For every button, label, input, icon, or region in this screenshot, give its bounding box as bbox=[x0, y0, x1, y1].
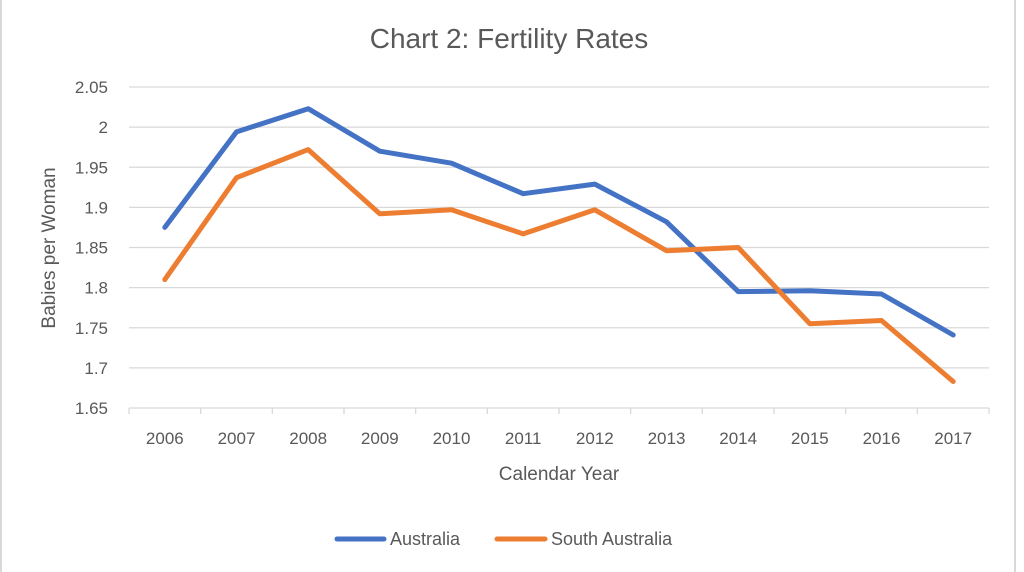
x-tick-label: 2012 bbox=[576, 429, 614, 448]
y-tick-label: 1.8 bbox=[84, 279, 108, 298]
series-lines bbox=[162, 106, 956, 384]
y-tick-label: 2.05 bbox=[75, 78, 108, 97]
y-tick-label: 2 bbox=[99, 118, 108, 137]
y-tick-label: 1.7 bbox=[84, 359, 108, 378]
x-tick-label: 2015 bbox=[791, 429, 829, 448]
y-axis-title: Babies per Woman bbox=[39, 167, 60, 328]
y-tick-label: 1.85 bbox=[75, 239, 108, 258]
x-tick-label: 2007 bbox=[218, 429, 256, 448]
x-axis-title: Calendar Year bbox=[499, 464, 620, 485]
y-tick-label: 1.75 bbox=[75, 319, 108, 338]
chart-title: Chart 2: Fertility Rates bbox=[370, 23, 649, 54]
x-tick-label: 2014 bbox=[719, 429, 757, 448]
x-tick-label: 2010 bbox=[433, 429, 471, 448]
legend-item: Australia bbox=[334, 529, 461, 549]
y-tick-label: 1.9 bbox=[84, 198, 108, 217]
legend-item: South Australia bbox=[494, 529, 673, 549]
x-tick-label: 2011 bbox=[505, 429, 542, 448]
series-line-australia bbox=[162, 106, 956, 338]
y-tick-label: 1.65 bbox=[75, 399, 108, 418]
x-tick-label: 2013 bbox=[648, 429, 686, 448]
gridlines bbox=[129, 86, 989, 369]
x-tick-label: 2016 bbox=[863, 429, 901, 448]
legend-label: South Australia bbox=[551, 529, 673, 549]
x-tick-label: 2017 bbox=[934, 429, 972, 448]
y-axis-ticks: 1.65 1.7 1.75 1.8 1.85 1.9 1.95 2 2.05 bbox=[75, 78, 108, 418]
x-tick-label: 2006 bbox=[146, 429, 184, 448]
legend-label: Australia bbox=[390, 529, 461, 549]
series-line-south-australia bbox=[162, 147, 956, 384]
y-tick-label: 1.95 bbox=[75, 158, 108, 177]
legend: Australia South Australia bbox=[334, 529, 673, 549]
x-axis-ticks: 2006 2007 2008 2009 2010 2011 2012 2013 2014 2015… bbox=[146, 429, 972, 448]
x-tick-label: 2009 bbox=[361, 429, 399, 448]
x-axis bbox=[128, 407, 990, 414]
x-tick-label: 2008 bbox=[289, 429, 327, 448]
